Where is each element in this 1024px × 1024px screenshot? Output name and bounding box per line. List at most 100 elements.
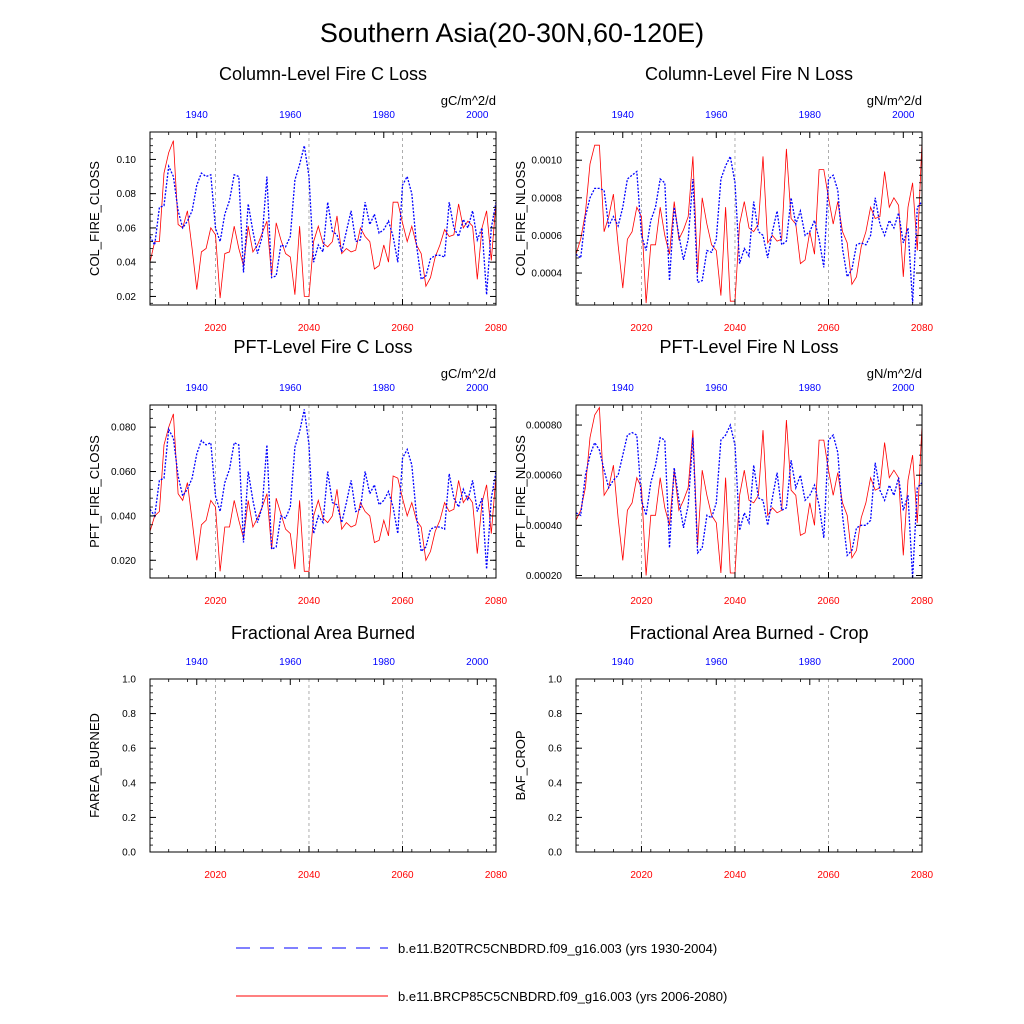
units-label: gC/m^2/d: [441, 93, 496, 108]
x-tick-label-top: 1960: [705, 657, 728, 668]
panel-title: Fractional Area Burned: [231, 623, 415, 643]
panel-title: Column-Level Fire N Loss: [645, 64, 853, 84]
x-tick-label-bottom: 2060: [817, 870, 840, 881]
chart-panel-6: Fractional Area Burned - Crop BAF_CROP 0.0…: [513, 623, 934, 881]
plot-frame: [575, 131, 923, 306]
y-tick-label: 0.040: [111, 511, 136, 522]
figure-title: Southern Asia(20-30N,60-120E): [320, 18, 704, 48]
x-tick-label-top: 1960: [279, 657, 302, 668]
x-tick-label-top: 1940: [612, 657, 635, 668]
x-tick-label-top: 1980: [799, 383, 822, 394]
units-label: gC/m^2/d: [441, 366, 496, 381]
x-tick-label-bottom: 2020: [204, 870, 227, 881]
x-tick-label-bottom: 2060: [391, 596, 414, 607]
x-tick-label-top: 2000: [892, 110, 915, 121]
y-tick-label: 0.08: [117, 189, 137, 200]
y-tick-label: 0.6: [122, 744, 136, 755]
x-tick-label-bottom: 2060: [817, 596, 840, 607]
y-tick-label: 0.8: [122, 709, 136, 720]
x-tick-label-top: 2000: [466, 657, 489, 668]
series-line-2006-2080: [149, 140, 497, 299]
x-tick-label-top: 2000: [892, 657, 915, 668]
x-tick-label-bottom: 2080: [485, 596, 508, 607]
panel-title: Fractional Area Burned - Crop: [629, 623, 868, 643]
x-tick-label-bottom: 2080: [911, 870, 934, 881]
chart-panel-4: PFT-Level Fire N Loss gN/m^2/d PFT_FIRE_NL…: [513, 337, 934, 607]
plot-frame: [149, 404, 497, 579]
y-tick-label: 0.060: [111, 467, 136, 478]
x-tick-label-top: 1960: [279, 110, 302, 121]
x-tick-label-top: 1940: [612, 383, 635, 394]
x-tick-label-bottom: 2020: [204, 596, 227, 607]
y-tick-label: 0.4: [548, 778, 562, 789]
x-tick-label-top: 1980: [373, 657, 396, 668]
x-tick-label-top: 2000: [466, 383, 489, 394]
x-tick-label-top: 1960: [705, 383, 728, 394]
y-tick-label: 0.080: [111, 423, 136, 434]
x-tick-label-bottom: 2080: [485, 323, 508, 334]
x-tick-label-bottom: 2080: [485, 870, 508, 881]
y-tick-label: 0.0008: [531, 193, 562, 204]
y-tick-label: 0.00020: [526, 571, 563, 582]
chart-panel-1: Column-Level Fire C Loss gC/m^2/d COL_FIRE…: [87, 64, 508, 334]
x-tick-label-top: 1980: [373, 383, 396, 394]
y-tick-label: 0.6: [548, 744, 562, 755]
y-tick-label: 1.0: [548, 675, 562, 686]
x-tick-label-bottom: 2040: [724, 870, 747, 881]
legend-label-case1: b.e11.B20TRC5CNBDRD.f09_g16.003 (yrs 193…: [398, 941, 717, 956]
x-tick-label-top: 1940: [186, 383, 209, 394]
series-line-1930-2004: [149, 409, 497, 570]
y-tick-label: 0.06: [117, 223, 137, 234]
panel-title: Column-Level Fire C Loss: [219, 64, 427, 84]
y-tick-label: 0.2: [122, 813, 136, 824]
x-tick-label-bottom: 2060: [391, 870, 414, 881]
x-tick-label-top: 1940: [186, 110, 209, 121]
y-axis-label: BAF_CROP: [513, 730, 528, 800]
y-axis-label: PFT_FIRE_CLOSS: [87, 435, 102, 548]
series-line-1930-2004: [575, 154, 923, 304]
y-tick-label: 0.0: [548, 848, 562, 859]
plot-frame: [575, 404, 923, 579]
panel-title: PFT-Level Fire C Loss: [233, 337, 412, 357]
x-tick-label-top: 2000: [466, 110, 489, 121]
units-label: gN/m^2/d: [867, 366, 922, 381]
x-tick-label-top: 2000: [892, 383, 915, 394]
x-tick-label-bottom: 2040: [298, 870, 321, 881]
x-tick-label-top: 1960: [705, 110, 728, 121]
y-tick-label: 0.04: [117, 258, 137, 269]
y-tick-label: 0.2: [548, 813, 562, 824]
legend: b.e11.B20TRC5CNBDRD.f09_g16.003 (yrs 193…: [236, 941, 727, 1004]
x-tick-label-bottom: 2060: [817, 323, 840, 334]
chart-panel-5: Fractional Area Burned FAREA_BURNED 0.0 0.2…: [87, 623, 508, 881]
y-axis-label: FAREA_BURNED: [87, 713, 102, 818]
y-tick-label: 0.4: [122, 778, 136, 789]
y-axis-label: COL_FIRE_NLOSS: [513, 161, 528, 276]
x-tick-label-top: 1980: [373, 110, 396, 121]
y-tick-label: 1.0: [122, 675, 136, 686]
series-line-1930-2004: [575, 423, 923, 579]
series-line-2006-2080: [575, 141, 923, 304]
legend-label-case2: b.e11.BRCP85C5CNBDRD.f09_g16.003 (yrs 20…: [398, 989, 727, 1004]
y-tick-label: 0.8: [548, 709, 562, 720]
chart-panel-3: PFT-Level Fire C Loss gC/m^2/d PFT_FIRE_CL…: [87, 337, 508, 607]
x-tick-label-bottom: 2040: [724, 596, 747, 607]
panel-title: PFT-Level Fire N Loss: [659, 337, 838, 357]
y-tick-label: 0.0004: [531, 269, 562, 280]
y-tick-label: 0.0006: [531, 231, 562, 242]
x-tick-label-bottom: 2020: [630, 323, 653, 334]
plot-frame: [149, 131, 497, 306]
x-tick-label-bottom: 2040: [298, 323, 321, 334]
plot-frame: [575, 678, 923, 853]
x-tick-label-top: 1940: [186, 657, 209, 668]
x-tick-label-bottom: 2020: [630, 596, 653, 607]
y-tick-label: 0.0010: [531, 156, 562, 167]
x-tick-label-bottom: 2080: [911, 596, 934, 607]
x-tick-label-top: 1980: [799, 110, 822, 121]
panels: Column-Level Fire C Loss gC/m^2/d COL_FIRE…: [87, 64, 934, 881]
series-line-2006-2080: [149, 413, 497, 572]
y-tick-label: 0.00040: [526, 521, 563, 532]
x-tick-label-top: 1980: [799, 657, 822, 668]
x-tick-label-bottom: 2080: [911, 323, 934, 334]
y-tick-label: 0.00060: [526, 471, 563, 482]
